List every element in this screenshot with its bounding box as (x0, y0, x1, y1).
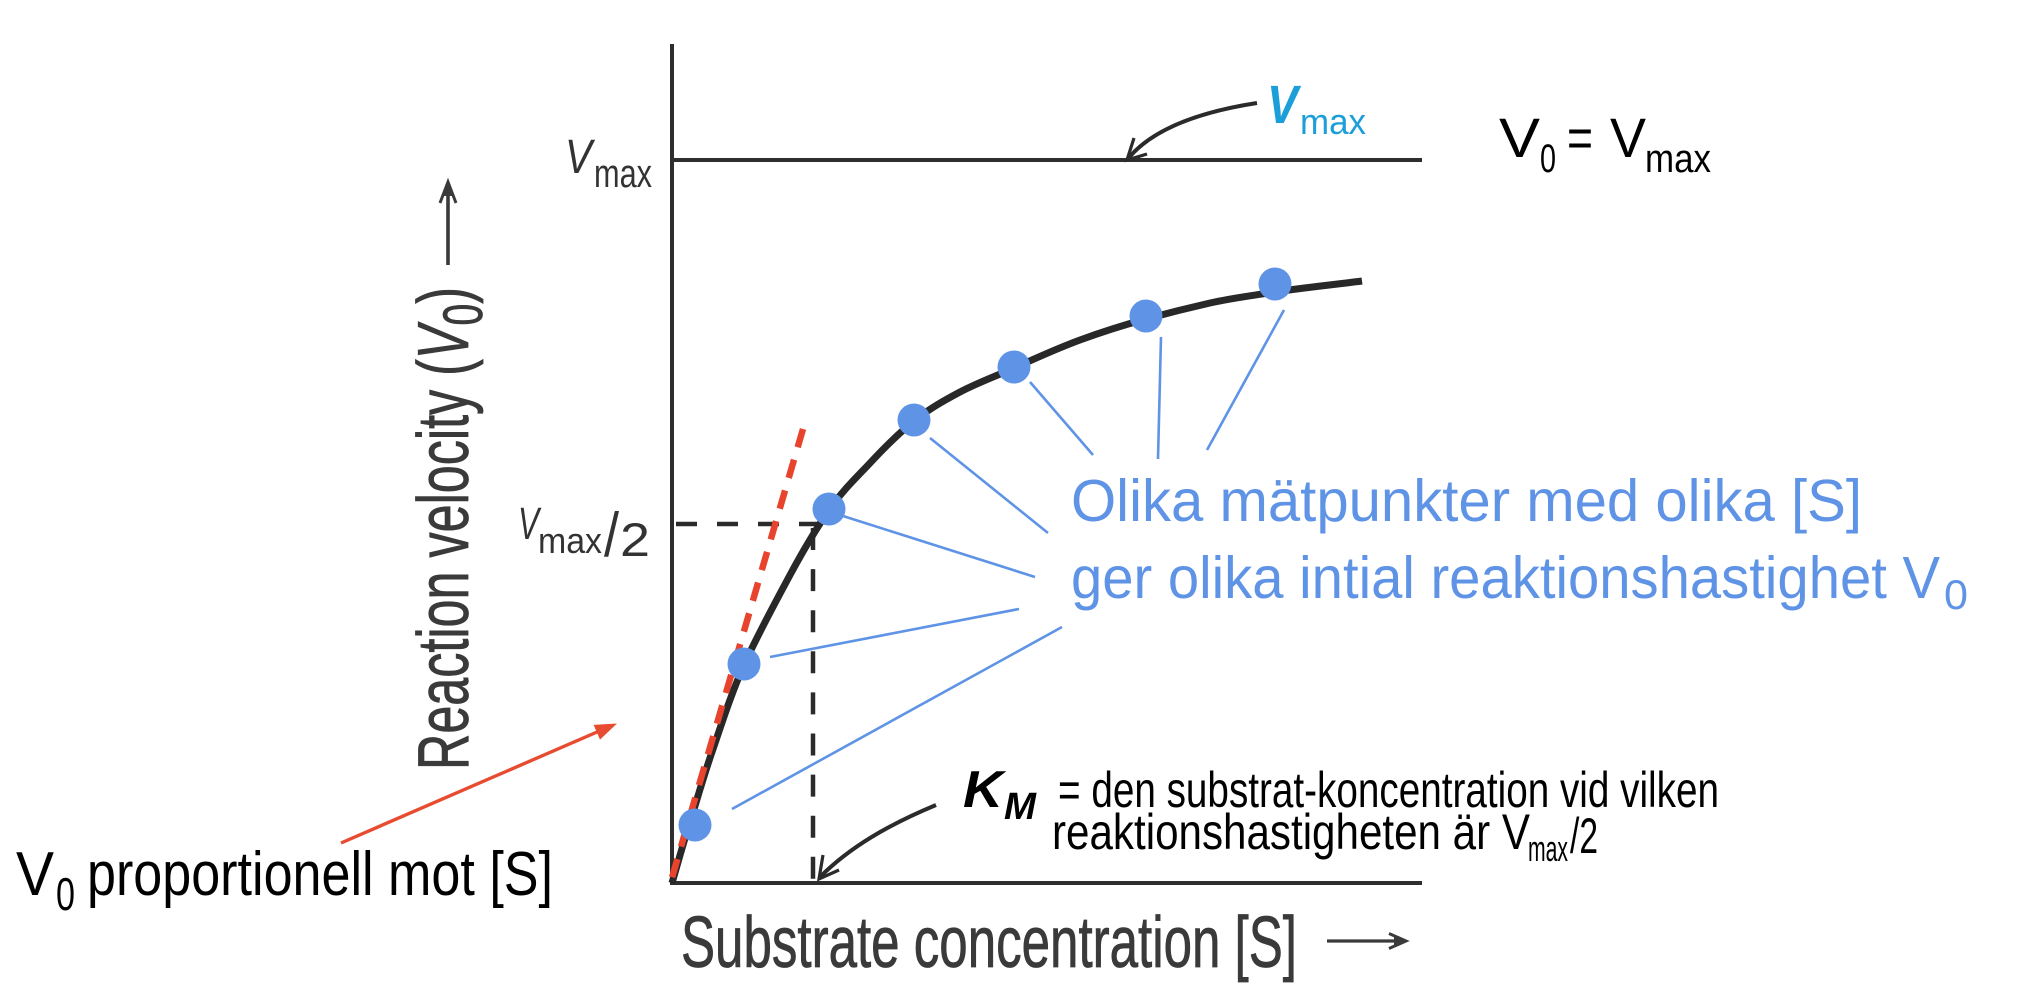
svg-text:max: max (1528, 828, 1568, 869)
svg-text:K: K (963, 761, 1007, 819)
svg-text:Reaction velocity (V0 ): Reaction velocity (V0 ) (404, 287, 494, 770)
svg-text:reaktionshastigheten är V: reaktionshastigheten är V (1052, 804, 1531, 860)
svg-text:max: max (1300, 101, 1366, 142)
svg-text:0: 0 (56, 868, 75, 920)
svg-text:M: M (1004, 786, 1037, 828)
svg-text:ger olika intial reaktionshast: ger olika intial reaktionshastighet V (1071, 545, 1941, 611)
svg-text:0: 0 (1540, 137, 1556, 181)
svg-text:=: = (1567, 106, 1593, 169)
svg-text:/2: /2 (1570, 808, 1598, 864)
svg-text:max: max (594, 152, 652, 196)
svg-text:= den substrat-koncentration v: = den substrat-koncentration vid vilken (1058, 762, 1719, 818)
svg-text:V: V (565, 131, 595, 184)
svg-text:2: 2 (620, 513, 650, 566)
svg-text:V: V (518, 498, 542, 549)
svg-text:V: V (16, 840, 55, 909)
svg-text:V: V (1267, 75, 1301, 135)
svg-text:max: max (538, 520, 602, 561)
svg-text:Olika mätpunkter med olika [S]: Olika mätpunkter med olika [S] (1071, 468, 1862, 534)
svg-text:0: 0 (1944, 571, 1968, 618)
svg-text:/: / (604, 501, 620, 570)
svg-text:Substrate concentration [S]: Substrate concentration [S] (681, 903, 1297, 983)
svg-text:proportionell mot [S]: proportionell mot [S] (87, 840, 553, 909)
svg-text:V: V (1499, 106, 1541, 169)
svg-text:V: V (1610, 106, 1647, 169)
svg-text:max: max (1645, 137, 1711, 181)
